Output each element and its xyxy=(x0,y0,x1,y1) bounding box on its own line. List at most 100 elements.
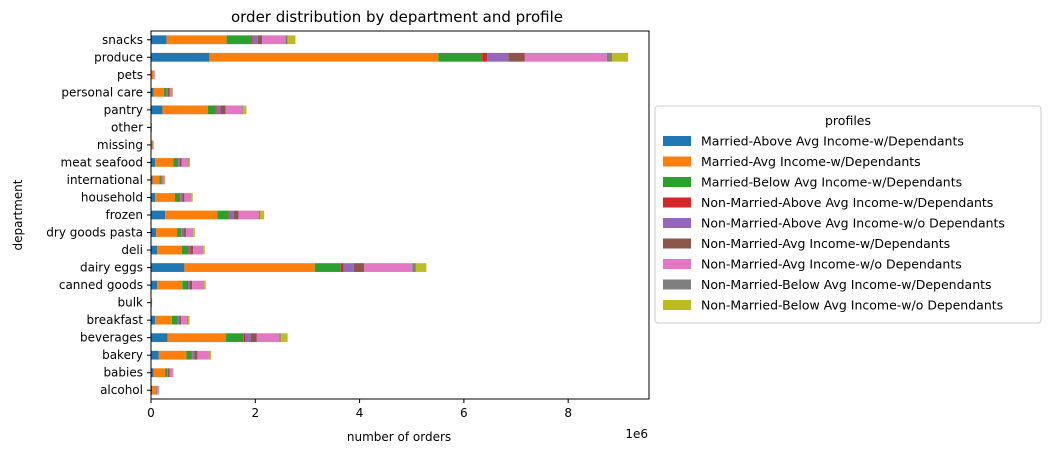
bar-beverages-series-4 xyxy=(243,333,246,343)
bar-frozen-series-3 xyxy=(217,210,229,220)
bar-dry-goods-pasta-series-2 xyxy=(156,228,178,237)
legend-items: Married-Above Avg Income-w/Dependants Mar… xyxy=(663,134,1005,313)
legend-label-4: Non-Married-Above Avg Income-w/Dependant… xyxy=(701,195,993,210)
legend-swatch-9 xyxy=(663,300,691,310)
bar-frozen-series-4 xyxy=(228,210,230,220)
bar-missing-series-7 xyxy=(153,140,154,150)
bar-produce-series-2 xyxy=(209,52,439,62)
bar-personal-care-series-7 xyxy=(169,87,173,97)
bar-snacks-series-9 xyxy=(287,35,296,45)
bar-deli-series-3 xyxy=(181,245,189,255)
y-tick-label-bakery: bakery xyxy=(102,348,143,362)
bar-deli-series-8 xyxy=(202,245,204,255)
bar-meat-seafood-series-9 xyxy=(188,158,191,167)
bar-pantry-series-9 xyxy=(243,105,247,115)
bar-canned-goods-series-7 xyxy=(192,280,204,290)
bar-frozen-series-2 xyxy=(165,210,218,220)
bar-household-series-8 xyxy=(190,193,192,202)
bar-meat-seafood-series-7 xyxy=(181,158,189,167)
x-axis-offset-label: 1e6 xyxy=(625,427,648,441)
legend-label-1: Married-Above Avg Income-w/Dependants xyxy=(701,134,964,149)
bar-dairy-eggs-series-1 xyxy=(151,263,185,272)
bar-international-series-1 xyxy=(151,175,153,185)
bar-household-series-1 xyxy=(151,193,156,202)
bar-dairy-eggs-series-2 xyxy=(184,263,315,272)
bar-frozen-series-9 xyxy=(259,210,265,220)
bar-frozen-series-7 xyxy=(238,210,259,220)
bar-dry-goods-pasta-series-8 xyxy=(192,228,194,237)
bar-bakery-series-7 xyxy=(197,350,209,360)
bar-personal-care-series-3 xyxy=(164,87,167,97)
bars-layer xyxy=(151,35,629,395)
bar-alcohol-series-7 xyxy=(157,385,159,395)
bar-produce-series-1 xyxy=(151,52,210,62)
y-tick-label-bulk: bulk xyxy=(117,296,143,310)
bar-dry-goods-pasta-series-1 xyxy=(151,228,157,237)
x-axis-ticks: 0 2 4 6 8 xyxy=(147,399,572,420)
bar-deli-series-5 xyxy=(188,245,191,255)
bar-canned-goods-series-3 xyxy=(182,280,188,290)
y-tick-label-household: household xyxy=(81,190,143,204)
bar-beverages-series-2 xyxy=(167,333,227,343)
bar-snacks-series-6 xyxy=(257,35,263,45)
y-tick-label-personal-care: personal care xyxy=(61,85,143,99)
bar-beverages-series-8 xyxy=(279,333,281,343)
bar-canned-goods-series-2 xyxy=(157,280,183,290)
bar-dry-goods-pasta-series-4 xyxy=(181,228,182,237)
bar-deli-series-7 xyxy=(193,245,203,255)
y-tick-label-international: international xyxy=(67,173,143,187)
bar-household-series-5 xyxy=(180,193,183,202)
bar-bakery-series-9 xyxy=(209,350,211,360)
bar-personal-care-series-1 xyxy=(151,87,154,97)
bar-produce-series-4 xyxy=(482,52,488,62)
bar-alcohol-series-6 xyxy=(156,385,158,395)
bar-snacks-series-7 xyxy=(262,35,286,45)
legend-swatch-1 xyxy=(663,136,691,146)
legend-label-5: Non-Married-Above Avg Income-w/o Dependa… xyxy=(701,216,1005,231)
bar-personal-care-series-6 xyxy=(167,87,170,97)
bar-canned-goods-series-4 xyxy=(187,280,189,290)
legend-box xyxy=(654,105,1042,324)
bar-bakery-series-3 xyxy=(186,350,192,360)
bar-babies-series-3 xyxy=(165,368,168,378)
bar-international-series-6 xyxy=(161,175,163,185)
legend: profiles Married-Above Avg Income-w/Depe… xyxy=(654,105,1042,324)
y-tick-label-breakfast: breakfast xyxy=(86,313,143,327)
bar-pantry-series-1 xyxy=(151,105,163,115)
bar-snacks-series-1 xyxy=(151,35,167,45)
legend-swatch-8 xyxy=(663,279,691,290)
bar-frozen-series-1 xyxy=(151,210,166,220)
bar-breakfast-series-1 xyxy=(151,315,156,325)
bar-pets-series-7 xyxy=(153,70,155,80)
bar-canned-goods-series-6 xyxy=(189,280,193,290)
bar-international-series-2 xyxy=(152,175,160,185)
bar-personal-care-series-9 xyxy=(172,87,173,97)
legend-label-2: Married-Avg Income-w/Dependants xyxy=(701,154,921,169)
bar-personal-care-series-2 xyxy=(153,87,165,97)
bar-pantry-series-4 xyxy=(215,105,217,115)
bar-dairy-eggs-series-4 xyxy=(340,263,344,272)
bar-breakfast-series-5 xyxy=(177,315,180,325)
bar-pantry-series-6 xyxy=(220,105,226,115)
bar-dry-goods-pasta-series-5 xyxy=(181,228,184,237)
x-tick-label-2: 2 xyxy=(251,406,259,420)
bar-deli-series-1 xyxy=(151,245,158,255)
bar-dairy-eggs-series-6 xyxy=(353,263,365,272)
bar-breakfast-series-8 xyxy=(187,315,189,325)
x-tick-label-4: 4 xyxy=(356,406,364,420)
bar-beverages-series-1 xyxy=(151,333,168,343)
bar-breakfast-series-9 xyxy=(188,315,190,325)
bar-international-series-3 xyxy=(159,175,161,185)
bar-canned-goods-series-8 xyxy=(203,280,205,290)
bar-produce-series-6 xyxy=(508,52,525,62)
bar-missing-series-2 xyxy=(151,140,153,150)
bar-canned-goods-series-5 xyxy=(188,280,190,290)
legend-label-9: Non-Married-Below Avg Income-w/o Dependa… xyxy=(701,298,1003,313)
legend-swatch-3 xyxy=(663,177,691,187)
legend-swatch-2 xyxy=(663,156,691,167)
bar-produce-series-5 xyxy=(487,52,509,62)
y-axis-ticks: alcohol babies bakery beverages breakfast bul… xyxy=(46,33,151,397)
bar-dairy-eggs-series-8 xyxy=(412,263,416,272)
bar-meat-seafood-series-8 xyxy=(188,158,189,167)
legend-title: profiles xyxy=(825,113,871,128)
